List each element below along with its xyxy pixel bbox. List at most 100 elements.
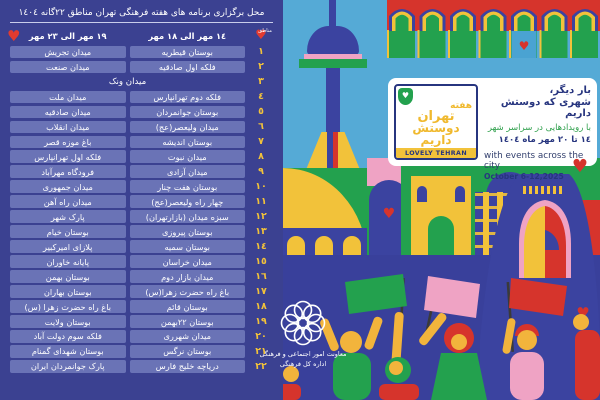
venue-cell: پارک شهر — [10, 210, 126, 223]
row-number: ١٨ — [255, 301, 267, 313]
milad-tower-stripe — [327, 132, 333, 176]
milad-tower-stripe — [333, 132, 338, 176]
row-number: ٩ — [258, 166, 264, 178]
venue-cell: باغ راه حضرت زهرا(س) — [129, 285, 245, 298]
person-right-edge — [573, 314, 600, 400]
arch — [287, 236, 305, 260]
green-flag — [345, 274, 407, 314]
row-number: ١٩ — [255, 316, 267, 327]
woman-with-hijab — [419, 312, 487, 400]
date-en: October 6-12,2025 — [484, 171, 564, 181]
venue-cell: باغ راه حضرت زهرا (س) — [10, 300, 126, 313]
row-number: ١٤ — [255, 241, 267, 253]
municipality-caption: اداره کل فرهنگی — [279, 359, 327, 368]
venue-cell: بوستان پیروزی — [129, 225, 245, 238]
pink-flag — [424, 276, 480, 318]
logo-en-label: LOVELY TEHRAN — [396, 148, 476, 158]
tehran-municipality-logo: معاونت امور اجتماعی و فرهنگی اداره کل فر… — [256, 296, 350, 370]
venue-cell: بوستان نرگس — [129, 345, 245, 358]
column-header-dates-first: ١٤ مهر الی ١٨ مهر — [148, 30, 227, 41]
venue-cell: بوستان هفت چنار — [129, 180, 245, 193]
venue-cell: میدان انقلاب — [10, 120, 126, 133]
row-number: ٢١ — [255, 345, 267, 357]
logo-fa-word: تهران — [417, 108, 455, 124]
row-number: ٥ — [258, 106, 264, 118]
row-number: ١٥ — [255, 256, 267, 268]
venue-cell: باغ موزه قصر — [10, 135, 126, 148]
row-number: ١ — [258, 46, 264, 58]
row-number: ١٢ — [255, 211, 267, 223]
schedule-panel: محل برگزاری برنامه های هفته فرهنگی تهران… — [0, 0, 283, 400]
arch-door — [428, 216, 454, 258]
milad-tower-ring — [304, 54, 362, 60]
milad-tower-pod — [307, 26, 359, 56]
heart-icon: ♥ — [571, 156, 588, 177]
child-left-edge — [283, 366, 301, 400]
crowd — [283, 312, 600, 400]
row-number: ١٣ — [255, 226, 267, 238]
venue-cell: بوستان ولایت — [10, 315, 126, 328]
venue-cell: بوستان اندیشه — [129, 135, 245, 148]
row-number: ٧ — [258, 136, 264, 148]
venue-cell: بوستان سمیه — [129, 240, 245, 253]
venue-cell: میدان تجریش — [10, 45, 126, 58]
logo-fa-word: داریم — [420, 132, 452, 147]
districts-label: مناطق — [258, 28, 272, 34]
venue-cell: میدان بازار دوم — [129, 270, 245, 283]
venue-cell: بوستان بهمن — [10, 270, 126, 283]
window — [455, 186, 465, 202]
venue-cell: بوستان شهدای گمنام — [10, 345, 126, 358]
heart-icon: ♥ — [382, 206, 396, 222]
column-header-districts: ♥ مناطق — [249, 28, 273, 43]
arch-niche — [511, 31, 537, 58]
lovely-tehran-logo: ♥ هفته تهران دوستش داریم LOVELY TEHRAN — [394, 84, 478, 160]
row-number: ٢٢ — [255, 360, 267, 372]
person-cheering — [320, 316, 383, 400]
row-number: ٣ — [258, 76, 264, 88]
headline-fa: بار دیگر، — [549, 85, 591, 96]
venue-cell: بوستان قائم — [129, 300, 245, 313]
panel-title: محل برگزاری برنامه های هفته فرهنگی تهران… — [10, 8, 273, 23]
venue-cell: بوستان قیطریه — [129, 45, 245, 58]
window — [417, 186, 427, 202]
subline-fa: با رویدادهایی در سراسر شهر — [487, 122, 591, 133]
row-number: ٦ — [258, 121, 264, 133]
lovely-tehran-card: ♥ هفته تهران دوستش داریم LOVELY TEHRAN ب… — [388, 78, 597, 181]
column-header-dates-second: ١٩ مهر الی ٢٣ مهر — [28, 30, 107, 41]
venue-cell: میدان ولیعصر(عج) — [129, 120, 245, 133]
venue-cell: میدان ملت — [10, 90, 126, 103]
venue-cell: بوستان جوانمردان — [129, 105, 245, 118]
logo-fa-word: هفته — [450, 101, 472, 112]
card-text: بار دیگر، شهری که دوستش داریم با رویداده… — [484, 84, 591, 181]
milad-tower-base — [299, 59, 367, 68]
row-number: ٢ — [258, 61, 264, 73]
milad-tower-neck — [326, 68, 340, 134]
municipality-caption: معاونت امور اجتماعی و فرهنگی — [259, 350, 347, 358]
row-number: ١١ — [255, 196, 267, 208]
arch — [315, 236, 333, 260]
city-illustration: ♥ ♥ ♥ — [283, 0, 600, 400]
venue-cell: دریاچه خلیج فارس — [129, 360, 245, 373]
subline-en: with events across the city — [484, 150, 584, 171]
flags — [345, 274, 567, 374]
city-arcade — [283, 228, 367, 260]
logo-fa-word: دوستش — [412, 121, 460, 136]
venue-cell: میدان خراسان — [129, 255, 245, 268]
venue-cell: بوستان خیام — [10, 225, 126, 238]
row-number: ١٠ — [255, 181, 267, 193]
venue-cell: چهار راه ولیعصر(عج) — [129, 195, 245, 208]
celebration-scene: ♥ — [283, 174, 600, 400]
arch-pattern-decoration: ♥ — [387, 0, 600, 58]
venue-cell: پلازای امیرکبیر — [10, 240, 126, 253]
city-building-yellow — [411, 176, 471, 258]
venue-cell: بوستان بهاران — [10, 285, 126, 298]
venue-cell: پارک جوانمردان ایران — [10, 360, 126, 373]
row-number: ١٦ — [255, 271, 267, 283]
municipality-rosette-icon — [280, 300, 326, 346]
heart-icon: ♥ — [255, 28, 267, 43]
venue-cell: میدان راه آهن — [10, 195, 126, 208]
row-number: ٤ — [258, 91, 264, 103]
shield-heart-icon: ♥ — [398, 88, 413, 105]
red-flag — [509, 278, 567, 316]
heart-icon: ♥ — [7, 27, 21, 45]
